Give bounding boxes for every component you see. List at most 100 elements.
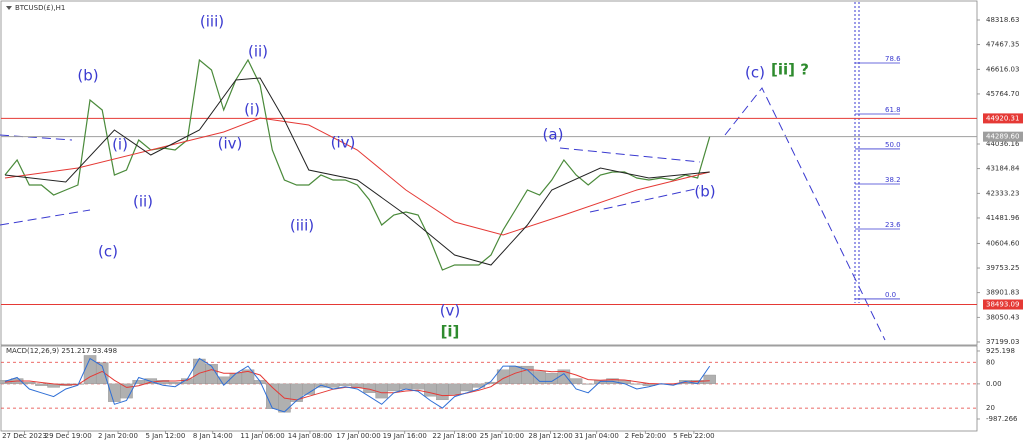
macd-bar: [120, 383, 133, 399]
wave-label: (i): [244, 101, 260, 119]
macd-bar: [411, 383, 425, 390]
wave-label: (iii): [200, 13, 224, 31]
y-tick-label: 48318.63: [986, 16, 1019, 24]
y2-tick-label: 80: [986, 358, 995, 366]
macd-bar: [375, 383, 388, 399]
fib-label: 38.2: [885, 176, 901, 184]
y-tick-label: -987.266: [986, 415, 1018, 423]
wave-label: (iv): [218, 135, 243, 153]
wave-label: [ii] ?: [771, 61, 809, 79]
y-tick-label: 45764.70: [986, 90, 1019, 98]
fib-label: 50.0: [885, 141, 901, 149]
wave-label: (v): [440, 302, 461, 320]
price-panel-frame: [0, 0, 978, 346]
moving-average: [4, 77, 710, 266]
macd-title: MACD(12,26,9) 251.217 93.498: [6, 347, 117, 355]
wave-label: (b): [694, 183, 715, 201]
trend-lines: [0, 87, 886, 341]
y-tick-label: 41481.96: [986, 214, 1020, 222]
x-tick-label: 28 Jan 12:00: [528, 432, 572, 440]
y-tick-label: 40604.60: [986, 239, 1019, 247]
y-tick-label: 47467.35: [986, 41, 1019, 49]
wave-label: (ii): [133, 193, 153, 211]
y-tick-label: 46616.03: [986, 65, 1019, 73]
y-tick-label: 925.198: [986, 347, 1015, 355]
indicator-line: [4, 369, 710, 401]
macd-bar: [424, 383, 437, 397]
macd-bar: [132, 380, 145, 385]
wave-label: (a): [543, 126, 564, 144]
x-tick-label: 8 Jan 14:00: [193, 432, 233, 440]
macd-bar: [193, 358, 206, 385]
y-tick-label: 44036.16: [986, 140, 1020, 148]
y-tick-label: 39753.25: [986, 264, 1019, 272]
level-label: 44289.60: [986, 133, 1019, 141]
macd-bar: [241, 369, 255, 385]
wave-label: (i): [112, 136, 128, 154]
trend-line: [559, 147, 701, 163]
x-tick-label: 31 Jan 04:00: [575, 432, 619, 440]
symbol-icon: [6, 6, 12, 10]
x-tick-label: 29 Dec 19:00: [45, 432, 92, 440]
macd-bar: [23, 381, 36, 385]
macd-bar: [448, 383, 461, 395]
wave-label: [i]: [441, 323, 460, 341]
macd-bar: [557, 369, 571, 385]
y2-tick-label: 20: [986, 404, 995, 412]
macd-bar: [338, 383, 352, 386]
macd-bar: [436, 383, 449, 401]
x-tick-label: 19 Jan 16:00: [383, 432, 427, 440]
x-tick-label: 22 Jan 18:00: [432, 432, 476, 440]
wave-label: (iii): [290, 217, 314, 235]
macd-bar: [229, 373, 243, 385]
projection-line: [724, 87, 886, 341]
y-tick-label: 38050.43: [986, 313, 1019, 321]
macd-bar: [205, 364, 218, 385]
fib-label: 23.6: [885, 221, 901, 229]
wave-label: (iv): [331, 134, 356, 152]
x-tick-label: 27 Dec 2023: [2, 432, 47, 440]
macd-bar: [703, 374, 716, 385]
wave-label: (b): [77, 67, 98, 85]
level-label: 38493.09: [986, 301, 1019, 309]
wave-label: (c): [98, 243, 118, 261]
macd-bar: [630, 383, 644, 385]
macd-panel-frame: [0, 345, 978, 432]
macd-bar: [399, 383, 413, 390]
wave-label: (ii): [248, 43, 268, 61]
y-tick-label: 38901.83: [986, 289, 1019, 297]
macd-bar: [581, 383, 595, 385]
x-tick-label: 2 Jan 20:00: [98, 432, 138, 440]
wave-label: (c): [745, 64, 765, 82]
price-line: [4, 58, 711, 271]
y-tick-label: 37199.03: [986, 338, 1019, 346]
macd-bar: [460, 383, 473, 392]
macd-bar: [35, 383, 48, 386]
indicator-line: [4, 357, 711, 413]
trend-line: [0, 134, 73, 141]
level-label: 44920.31: [986, 114, 1019, 122]
y-tick-label: 43184.84: [986, 165, 1020, 173]
moving-average: [4, 117, 710, 236]
fib-label: 0.0: [885, 291, 896, 299]
chart-title: BTCUSD(£),H1: [15, 4, 65, 12]
macd-bar: [326, 383, 340, 388]
y-tick-label: 42333.23: [986, 189, 1019, 197]
x-tick-label: 2 Feb 20:00: [625, 432, 666, 440]
macd-bar: [387, 383, 401, 392]
x-tick-label: 17 Jan 00:00: [336, 432, 380, 440]
macd-bar: [95, 362, 109, 385]
y-tick-label: 0.00: [986, 380, 1002, 388]
x-tick-label: 25 Jan 10:00: [480, 432, 524, 440]
level-label-box: [983, 113, 1023, 124]
fib-label: 78.6: [885, 55, 901, 63]
trend-line: [0, 209, 91, 226]
x-tick-label: 5 Feb 22:00: [673, 432, 714, 440]
x-tick-label: 14 Jan 08:00: [288, 432, 332, 440]
level-label-box: [983, 131, 1023, 142]
trend-line: [589, 187, 701, 213]
fib-label: 61.8: [885, 106, 901, 114]
x-tick-label: 5 Jan 12:00: [145, 432, 185, 440]
x-tick-label: 11 Jan 06:00: [240, 432, 284, 440]
